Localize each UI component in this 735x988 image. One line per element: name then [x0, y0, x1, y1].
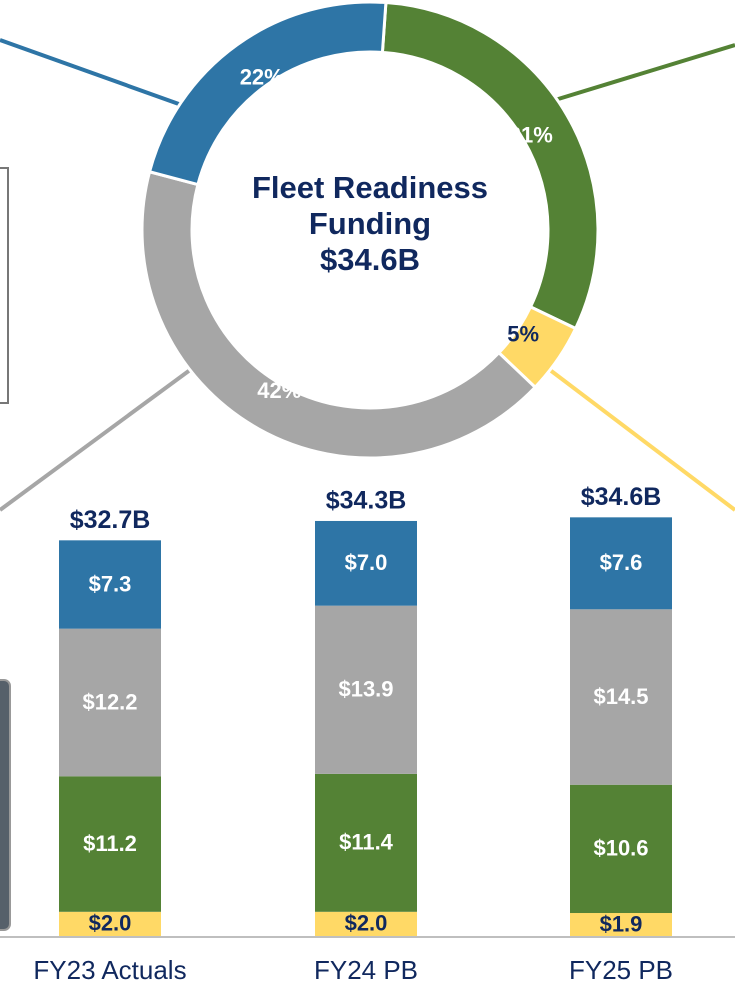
- page: {"chart_data": [ {"type": "pie", "title"…: [0, 0, 735, 988]
- chart: 31% 5% 42% 22% $2.0 $11.2 $12.2 $7.3 $32.7B FY23 …: [0, 0, 735, 988]
- bar-value-label: $11.4: [339, 830, 394, 855]
- bar-value-label: $12.2: [82, 689, 137, 714]
- bar-value-label: $10.6: [593, 836, 648, 861]
- x-tick-label: FY24 PB: [314, 955, 418, 985]
- side-photo: [0, 680, 10, 930]
- bar-value-label: $2.0: [89, 911, 132, 936]
- bar-value-label: $2.0: [345, 911, 388, 936]
- bar-value-label: $14.5: [593, 684, 648, 709]
- donut-segment: [150, 2, 386, 185]
- side-panel: [0, 168, 8, 403]
- bar-total-label: $32.7B: [70, 506, 151, 534]
- donut-label: 31%: [509, 122, 553, 147]
- leader-line: [0, 40, 190, 108]
- bar-value-label: $1.9: [600, 911, 643, 936]
- bar-value-label: $7.6: [600, 550, 643, 575]
- donut-segment: [382, 3, 598, 329]
- donut-label: 5%: [507, 321, 539, 346]
- donut-label: 42%: [257, 378, 301, 403]
- bar-value-label: $7.0: [345, 550, 388, 575]
- leader-line: [0, 370, 190, 510]
- bar-value-label: $7.3: [89, 571, 132, 596]
- x-tick-label: FY23 Actuals: [33, 955, 186, 985]
- bar-total-label: $34.6B: [581, 483, 662, 511]
- bar-value-label: $11.2: [83, 831, 137, 856]
- donut-title: Fleet Readiness Funding: [225, 170, 515, 242]
- donut-total: $34.6B: [225, 242, 515, 278]
- x-tick-label: FY25 PB: [569, 955, 673, 985]
- donut-center: Fleet Readiness Funding $34.6B: [225, 170, 515, 278]
- bar-value-label: $13.9: [338, 677, 393, 702]
- leader-line: [555, 45, 735, 100]
- bar-total-label: $34.3B: [326, 487, 407, 515]
- donut-label: 22%: [240, 65, 284, 90]
